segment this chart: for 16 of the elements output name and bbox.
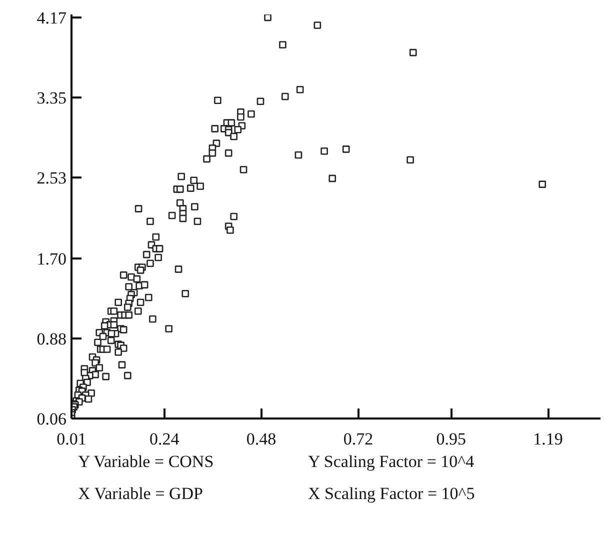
y-tick-label: 1.70 (36, 249, 66, 268)
x-tick-label: 0.48 (246, 430, 276, 448)
x-tick-label: 0.95 (436, 430, 466, 448)
x-tick-label: 0.72 (343, 430, 374, 448)
x-tick-label: 0.24 (150, 430, 180, 448)
x-tick-label: 0.01 (56, 430, 86, 448)
y-tick-label: 3.35 (36, 88, 66, 108)
y-tick-label: 0.88 (36, 329, 66, 348)
y-tick-label: 0.06 (36, 410, 66, 428)
y-tick-label: 2.53 (36, 168, 66, 188)
text: Y Scaling Factor = 10^4 (308, 451, 476, 473)
x-tick-label: 1.19 (533, 430, 563, 448)
text: X Variable = GDP (78, 483, 204, 506)
y-tick-label: 4.17 (36, 8, 67, 28)
text: Y Variable = CONS (78, 451, 215, 473)
text: X Scaling Factor = 10^5 (308, 483, 476, 506)
